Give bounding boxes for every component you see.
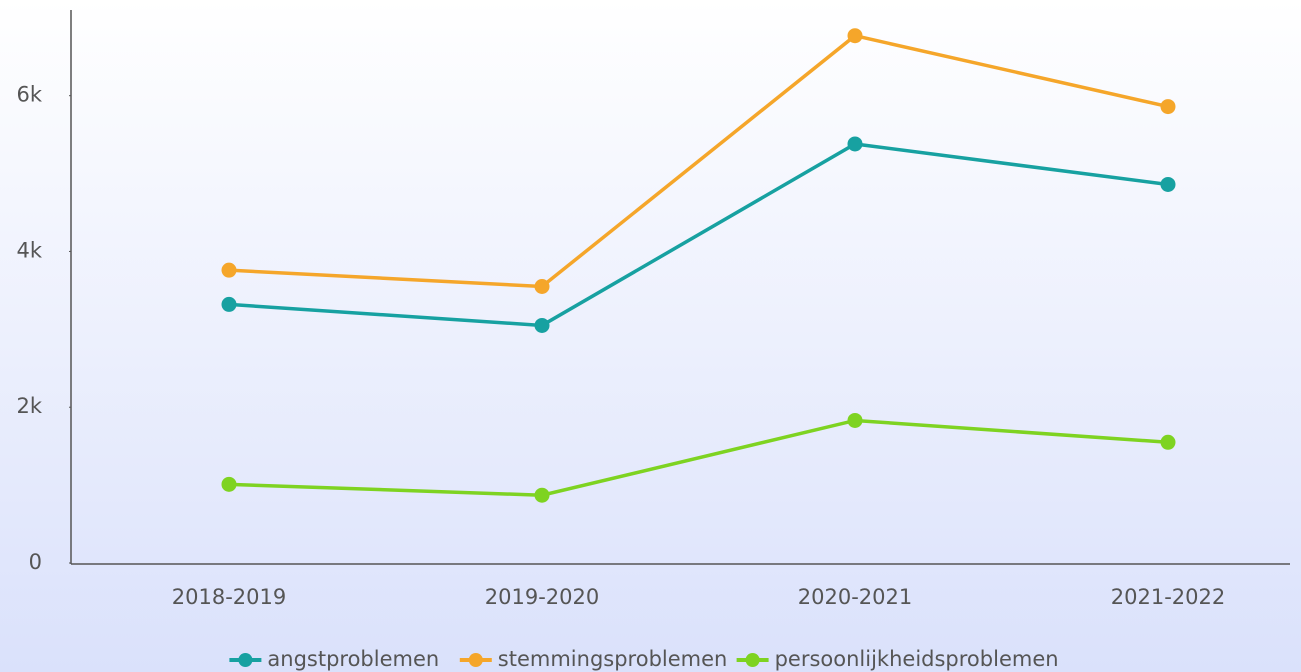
legend-label: angstproblemen — [267, 647, 439, 671]
y-tick-label: 6k — [16, 83, 42, 107]
x-tick-label: 2020-2021 — [798, 585, 912, 609]
x-tick-label: 2018-2019 — [172, 585, 286, 609]
legend-label: persoonlijkheidsproblemen — [775, 647, 1059, 671]
data-point — [221, 296, 237, 312]
data-point — [534, 279, 550, 294]
legend-swatch-dot — [238, 653, 253, 667]
y-tick-label: 4k — [16, 238, 42, 262]
data-point — [221, 476, 237, 492]
series-line — [228, 33, 1169, 289]
data-point — [534, 317, 550, 333]
data-point — [847, 412, 863, 428]
data-point — [1160, 434, 1176, 450]
data-point — [847, 136, 863, 152]
data-point — [221, 262, 237, 278]
data-point — [534, 487, 550, 503]
data-point — [1160, 99, 1176, 115]
legend-label: stemmingsproblemen — [498, 647, 728, 671]
data-point — [1160, 176, 1176, 192]
y-tick-label: 2k — [16, 394, 42, 418]
legend-swatch-dot — [468, 653, 483, 667]
series-line — [228, 142, 1169, 328]
data-point — [847, 28, 863, 44]
legend-swatch-dot — [745, 653, 760, 667]
x-tick-label: 2019-2020 — [485, 585, 599, 609]
y-tick-label: 0 — [29, 550, 42, 574]
series-line — [228, 418, 1169, 497]
x-tick-label: 2021-2022 — [1111, 585, 1225, 609]
